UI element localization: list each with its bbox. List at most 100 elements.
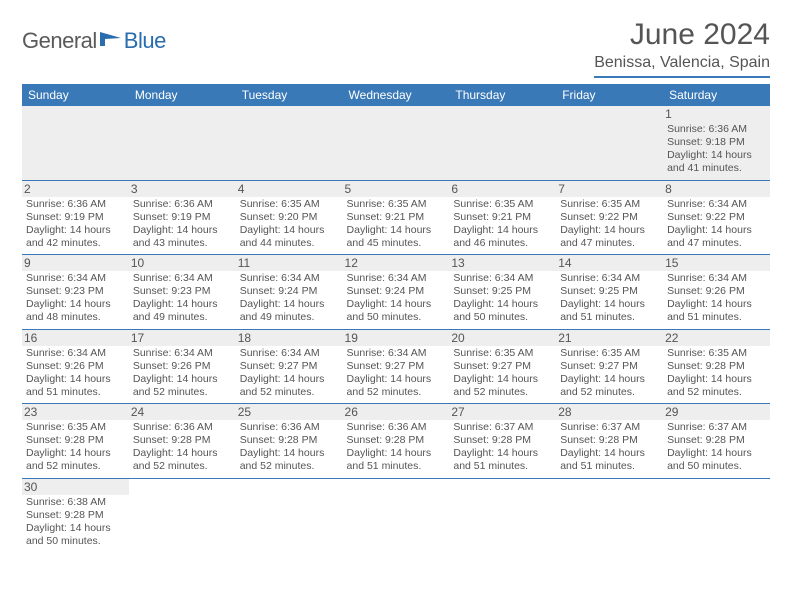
day-number: 13 — [449, 255, 556, 271]
calendar-day-empty — [449, 478, 556, 552]
day-number: 24 — [129, 404, 236, 420]
day-number: 18 — [236, 330, 343, 346]
day-details: Sunrise: 6:35 AMSunset: 9:27 PMDaylight:… — [453, 347, 552, 400]
calendar-day: 4Sunrise: 6:35 AMSunset: 9:20 PMDaylight… — [236, 180, 343, 255]
day-details: Sunrise: 6:37 AMSunset: 9:28 PMDaylight:… — [453, 421, 552, 474]
calendar-week: 16Sunrise: 6:34 AMSunset: 9:26 PMDayligh… — [22, 329, 770, 404]
weekday-header: Wednesday — [343, 84, 450, 106]
calendar-day-empty — [236, 106, 343, 180]
calendar-day-empty — [236, 478, 343, 552]
day-number: 17 — [129, 330, 236, 346]
day-details: Sunrise: 6:34 AMSunset: 9:23 PMDaylight:… — [26, 272, 125, 325]
day-number: 12 — [343, 255, 450, 271]
calendar-day-empty — [343, 106, 450, 180]
calendar-day: 17Sunrise: 6:34 AMSunset: 9:26 PMDayligh… — [129, 329, 236, 404]
calendar-week: 9Sunrise: 6:34 AMSunset: 9:23 PMDaylight… — [22, 255, 770, 330]
weekday-header: Thursday — [449, 84, 556, 106]
calendar-week: 1Sunrise: 6:36 AMSunset: 9:18 PMDaylight… — [22, 106, 770, 180]
day-details: Sunrise: 6:36 AMSunset: 9:28 PMDaylight:… — [133, 421, 232, 474]
day-number: 27 — [449, 404, 556, 420]
day-number: 10 — [129, 255, 236, 271]
day-number: 20 — [449, 330, 556, 346]
weekday-header: Monday — [129, 84, 236, 106]
calendar-week: 23Sunrise: 6:35 AMSunset: 9:28 PMDayligh… — [22, 404, 770, 479]
day-number: 5 — [343, 181, 450, 197]
day-number: 21 — [556, 330, 663, 346]
calendar-day: 5Sunrise: 6:35 AMSunset: 9:21 PMDaylight… — [343, 180, 450, 255]
day-number: 22 — [663, 330, 770, 346]
day-details: Sunrise: 6:35 AMSunset: 9:28 PMDaylight:… — [26, 421, 125, 474]
calendar-week: 30Sunrise: 6:38 AMSunset: 9:28 PMDayligh… — [22, 478, 770, 552]
day-number: 19 — [343, 330, 450, 346]
weekday-header: Friday — [556, 84, 663, 106]
logo-text-general: General — [22, 28, 97, 54]
day-details: Sunrise: 6:34 AMSunset: 9:27 PMDaylight:… — [240, 347, 339, 400]
calendar-day-empty — [129, 106, 236, 180]
day-details: Sunrise: 6:36 AMSunset: 9:28 PMDaylight:… — [240, 421, 339, 474]
day-details: Sunrise: 6:35 AMSunset: 9:22 PMDaylight:… — [560, 198, 659, 251]
header: General Blue June 2024 Benissa, Valencia… — [22, 18, 770, 78]
calendar-day-empty — [343, 478, 450, 552]
calendar-day: 18Sunrise: 6:34 AMSunset: 9:27 PMDayligh… — [236, 329, 343, 404]
day-details: Sunrise: 6:35 AMSunset: 9:28 PMDaylight:… — [667, 347, 766, 400]
day-number: 26 — [343, 404, 450, 420]
weekday-header: Sunday — [22, 84, 129, 106]
day-number: 9 — [22, 255, 129, 271]
day-details: Sunrise: 6:36 AMSunset: 9:19 PMDaylight:… — [133, 198, 232, 251]
day-details: Sunrise: 6:35 AMSunset: 9:27 PMDaylight:… — [560, 347, 659, 400]
calendar-day: 8Sunrise: 6:34 AMSunset: 9:22 PMDaylight… — [663, 180, 770, 255]
day-details: Sunrise: 6:36 AMSunset: 9:28 PMDaylight:… — [347, 421, 446, 474]
day-details: Sunrise: 6:38 AMSunset: 9:28 PMDaylight:… — [26, 496, 125, 549]
day-number: 1 — [663, 106, 770, 122]
calendar-day: 30Sunrise: 6:38 AMSunset: 9:28 PMDayligh… — [22, 478, 129, 552]
day-number: 23 — [22, 404, 129, 420]
day-details: Sunrise: 6:34 AMSunset: 9:24 PMDaylight:… — [347, 272, 446, 325]
location: Benissa, Valencia, Spain — [594, 54, 770, 72]
calendar-body: 1Sunrise: 6:36 AMSunset: 9:18 PMDaylight… — [22, 106, 770, 552]
calendar-day: 19Sunrise: 6:34 AMSunset: 9:27 PMDayligh… — [343, 329, 450, 404]
day-number: 28 — [556, 404, 663, 420]
calendar-day-empty — [663, 478, 770, 552]
calendar-day: 29Sunrise: 6:37 AMSunset: 9:28 PMDayligh… — [663, 404, 770, 479]
day-details: Sunrise: 6:34 AMSunset: 9:26 PMDaylight:… — [26, 347, 125, 400]
calendar-day: 10Sunrise: 6:34 AMSunset: 9:23 PMDayligh… — [129, 255, 236, 330]
day-number: 16 — [22, 330, 129, 346]
calendar-day: 2Sunrise: 6:36 AMSunset: 9:19 PMDaylight… — [22, 180, 129, 255]
calendar-day: 15Sunrise: 6:34 AMSunset: 9:26 PMDayligh… — [663, 255, 770, 330]
day-details: Sunrise: 6:37 AMSunset: 9:28 PMDaylight:… — [667, 421, 766, 474]
calendar-day: 25Sunrise: 6:36 AMSunset: 9:28 PMDayligh… — [236, 404, 343, 479]
calendar-week: 2Sunrise: 6:36 AMSunset: 9:19 PMDaylight… — [22, 180, 770, 255]
calendar-day: 13Sunrise: 6:34 AMSunset: 9:25 PMDayligh… — [449, 255, 556, 330]
calendar-day: 3Sunrise: 6:36 AMSunset: 9:19 PMDaylight… — [129, 180, 236, 255]
calendar-day-empty — [129, 478, 236, 552]
day-number: 7 — [556, 181, 663, 197]
month-title: June 2024 — [594, 18, 770, 52]
calendar-day: 1Sunrise: 6:36 AMSunset: 9:18 PMDaylight… — [663, 106, 770, 180]
calendar-day: 16Sunrise: 6:34 AMSunset: 9:26 PMDayligh… — [22, 329, 129, 404]
day-number: 29 — [663, 404, 770, 420]
calendar-day: 28Sunrise: 6:37 AMSunset: 9:28 PMDayligh… — [556, 404, 663, 479]
weekday-header: Tuesday — [236, 84, 343, 106]
day-details: Sunrise: 6:34 AMSunset: 9:24 PMDaylight:… — [240, 272, 339, 325]
day-number: 14 — [556, 255, 663, 271]
day-details: Sunrise: 6:34 AMSunset: 9:27 PMDaylight:… — [347, 347, 446, 400]
logo: General Blue — [22, 28, 166, 54]
calendar-day: 11Sunrise: 6:34 AMSunset: 9:24 PMDayligh… — [236, 255, 343, 330]
calendar-day: 26Sunrise: 6:36 AMSunset: 9:28 PMDayligh… — [343, 404, 450, 479]
calendar-day: 12Sunrise: 6:34 AMSunset: 9:24 PMDayligh… — [343, 255, 450, 330]
calendar-day: 9Sunrise: 6:34 AMSunset: 9:23 PMDaylight… — [22, 255, 129, 330]
day-details: Sunrise: 6:34 AMSunset: 9:25 PMDaylight:… — [560, 272, 659, 325]
calendar-day-empty — [22, 106, 129, 180]
calendar-day: 6Sunrise: 6:35 AMSunset: 9:21 PMDaylight… — [449, 180, 556, 255]
title-divider — [594, 76, 770, 78]
calendar-day-empty — [449, 106, 556, 180]
day-details: Sunrise: 6:36 AMSunset: 9:18 PMDaylight:… — [667, 123, 766, 176]
day-number: 3 — [129, 181, 236, 197]
day-number: 4 — [236, 181, 343, 197]
day-details: Sunrise: 6:34 AMSunset: 9:22 PMDaylight:… — [667, 198, 766, 251]
calendar-day: 14Sunrise: 6:34 AMSunset: 9:25 PMDayligh… — [556, 255, 663, 330]
day-number: 25 — [236, 404, 343, 420]
flag-icon — [99, 30, 123, 53]
day-number: 15 — [663, 255, 770, 271]
calendar-day-empty — [556, 106, 663, 180]
